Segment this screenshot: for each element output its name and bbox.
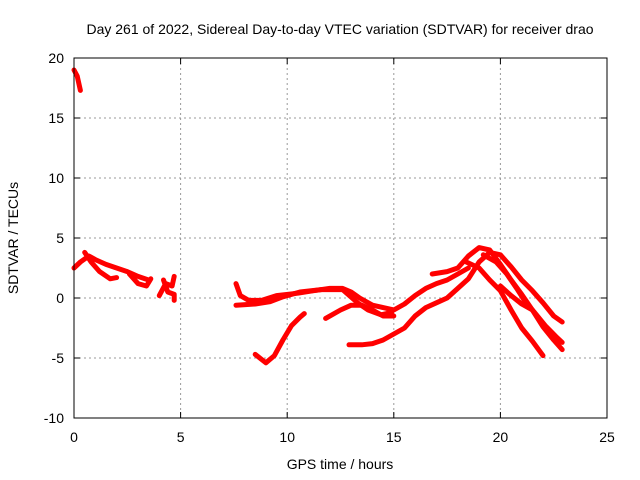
series-track-1 [71,67,83,93]
series-track-10 [323,302,397,321]
y-tick-label: 20 [48,50,64,66]
x-tick-label: 20 [493,429,509,445]
series-track-11 [346,249,565,348]
x-axis-label: GPS time / hours [287,456,394,472]
grid-lines [74,58,607,418]
series-track-6 [161,277,177,303]
y-axis-label: SDTVAR / TECUs [5,182,21,294]
x-tick-label: 25 [599,429,615,445]
x-tick-label: 0 [70,429,78,445]
series-track-5 [156,273,177,299]
y-tick-label: 0 [56,290,64,306]
y-tick-label: 5 [56,230,64,246]
series-track-15 [497,283,535,313]
series-track-7 [233,265,471,313]
x-tick-label: 15 [386,429,402,445]
data-series-layer [71,67,565,366]
series-track-14 [480,252,565,345]
y-tick-label: -10 [44,410,64,426]
x-tick-label: 5 [177,429,185,445]
axis-ticks: 0 5 10 15 20 25 -10 -5 0 5 10 15 20 [44,50,615,445]
x-tick-label: 10 [279,429,295,445]
series-track-2 [71,253,152,283]
y-tick-label: 15 [48,110,64,126]
series-track-13 [463,259,546,359]
chart-title: Day 261 of 2022, Sidereal Day-to-day VTE… [86,21,593,37]
series-track-3 [82,249,120,282]
series-track-4 [126,271,154,289]
y-tick-label: -5 [52,350,65,366]
y-tick-label: 10 [48,170,64,186]
series-track-9 [252,311,307,366]
